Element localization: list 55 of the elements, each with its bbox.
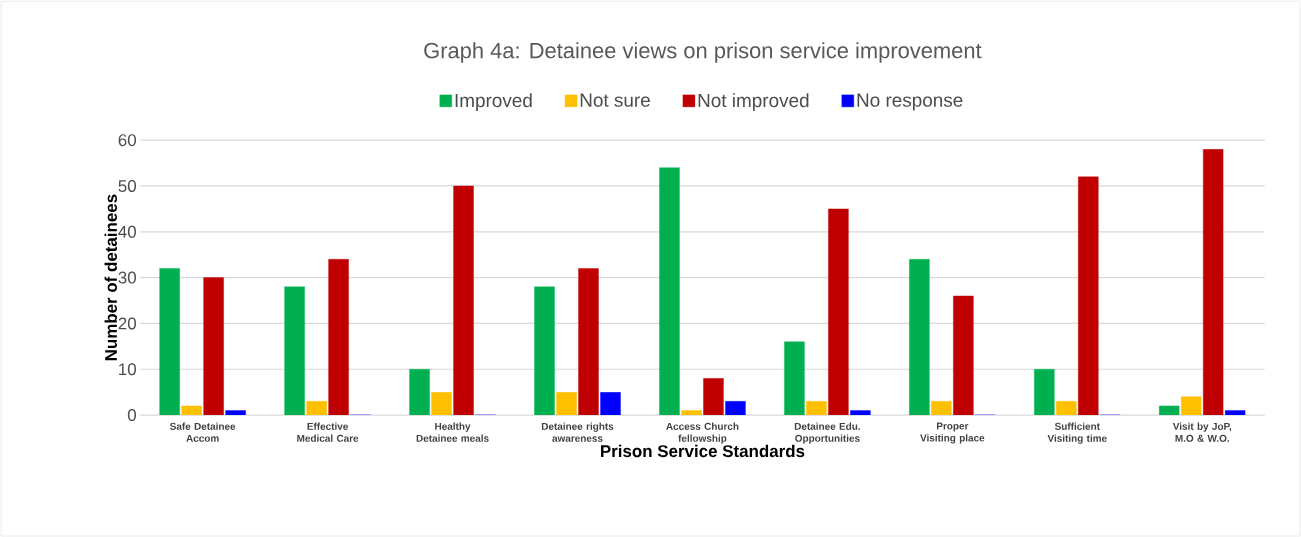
x-tick-label: Proper Visiting place <box>920 422 985 444</box>
legend-label: Not sure <box>580 93 650 107</box>
x-tick-label: Safe Detainee Accom <box>169 422 236 442</box>
bar <box>556 391 577 415</box>
y-tick-label: 60 <box>118 134 136 147</box>
y-tick-label: 40 <box>118 225 136 238</box>
bar <box>828 208 849 415</box>
bar <box>1056 401 1077 415</box>
y-tick-label: 30 <box>118 271 136 284</box>
bar <box>306 401 327 415</box>
bar <box>600 391 621 415</box>
bar <box>784 341 805 415</box>
x-tick-label: Healthy Detainee meals <box>416 422 489 442</box>
bar <box>225 410 246 415</box>
bar <box>1225 410 1246 415</box>
bar <box>431 391 452 415</box>
bar <box>681 410 702 415</box>
x-tick-label: Access Church fellowship <box>666 422 739 444</box>
x-tick-label: Detainee rights awareness <box>541 422 614 442</box>
bar <box>181 405 202 415</box>
bar <box>909 258 930 415</box>
bar <box>1203 149 1224 415</box>
y-tick-label: 20 <box>118 317 136 330</box>
bar <box>850 410 871 415</box>
y-tick-label: 50 <box>118 179 136 192</box>
chart-title: Graph 4a: Detainee views on prison service improvement <box>424 42 982 63</box>
legend-label: Improved <box>455 93 532 111</box>
bar <box>659 167 680 415</box>
bar <box>1159 405 1180 415</box>
legend-label: No response <box>857 93 963 111</box>
bar <box>931 401 952 415</box>
bar <box>534 286 555 415</box>
bar <box>453 185 474 415</box>
x-tick-label: Effective Medical Care <box>297 422 359 442</box>
x-tick-label: Detainee Edu. Opportunities <box>794 422 860 444</box>
bar <box>703 378 724 415</box>
bar <box>953 295 974 415</box>
bar <box>806 401 827 415</box>
bar <box>1034 368 1055 415</box>
bar <box>203 277 224 415</box>
bar <box>725 401 746 415</box>
bar <box>409 368 430 415</box>
bar <box>159 268 180 415</box>
bar <box>1078 176 1099 415</box>
y-tick-label: 10 <box>119 363 136 376</box>
x-tick-label: Visit by JoP, M.O & W.O. <box>1172 422 1232 442</box>
x-axis-title: Prison Service Standards <box>601 444 805 458</box>
bar <box>578 268 599 415</box>
y-axis-title: Number of detainees <box>104 194 117 361</box>
legend-label: Not improved <box>698 93 809 111</box>
y-tick-label: 0 <box>127 408 136 421</box>
x-tick-label: Sufficient Visiting time <box>1047 422 1107 444</box>
bar <box>1181 396 1202 415</box>
bar <box>284 286 305 415</box>
bar <box>328 258 349 415</box>
